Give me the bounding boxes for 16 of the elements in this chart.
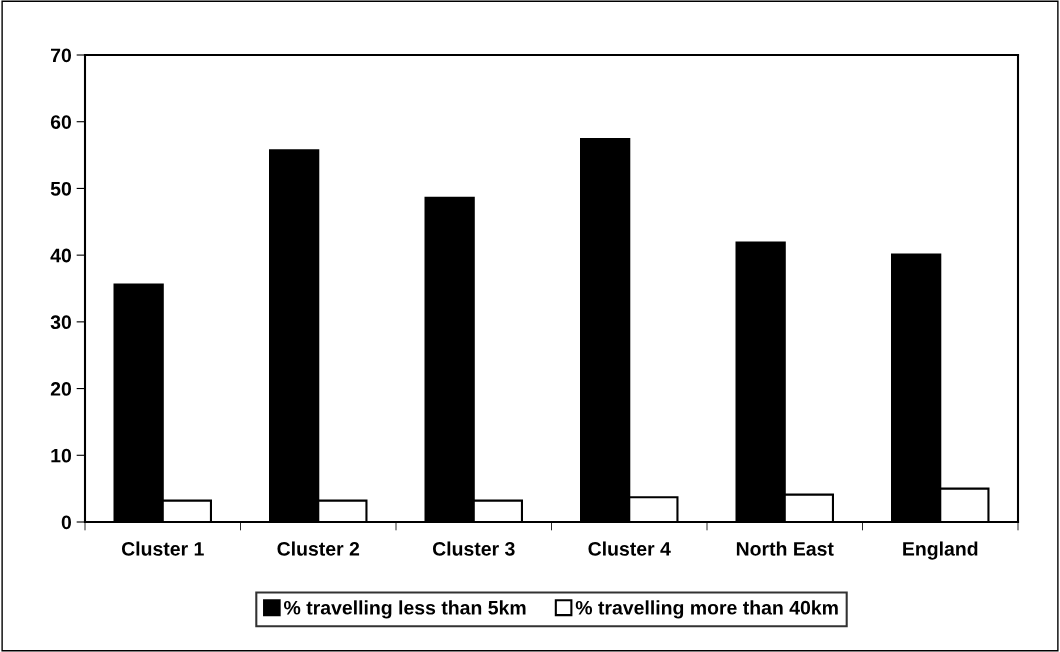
y-tick-label: 30 <box>50 315 72 330</box>
x-tick-label: England <box>903 541 978 560</box>
y-tick-label: 0 <box>61 515 72 530</box>
y-tick-label: 70 <box>51 48 72 63</box>
x-tick-label: North East <box>736 541 834 556</box>
y-tick-label: 50 <box>50 181 72 196</box>
legend-label: % travelling less than 5km <box>284 600 526 619</box>
y-tick-label: 10 <box>51 448 72 463</box>
x-tick-label: Cluster 4 <box>588 541 671 556</box>
x-tick-label: Cluster 1 <box>121 541 204 556</box>
y-tick-label: 20 <box>50 382 72 396</box>
legend-label: % travelling more than 40km <box>575 600 838 619</box>
y-tick-label: 60 <box>50 115 72 129</box>
y-tick-label: 40 <box>50 248 72 263</box>
x-tick-label: Cluster 2 <box>277 541 360 556</box>
x-tick-label: Cluster 3 <box>432 541 515 556</box>
